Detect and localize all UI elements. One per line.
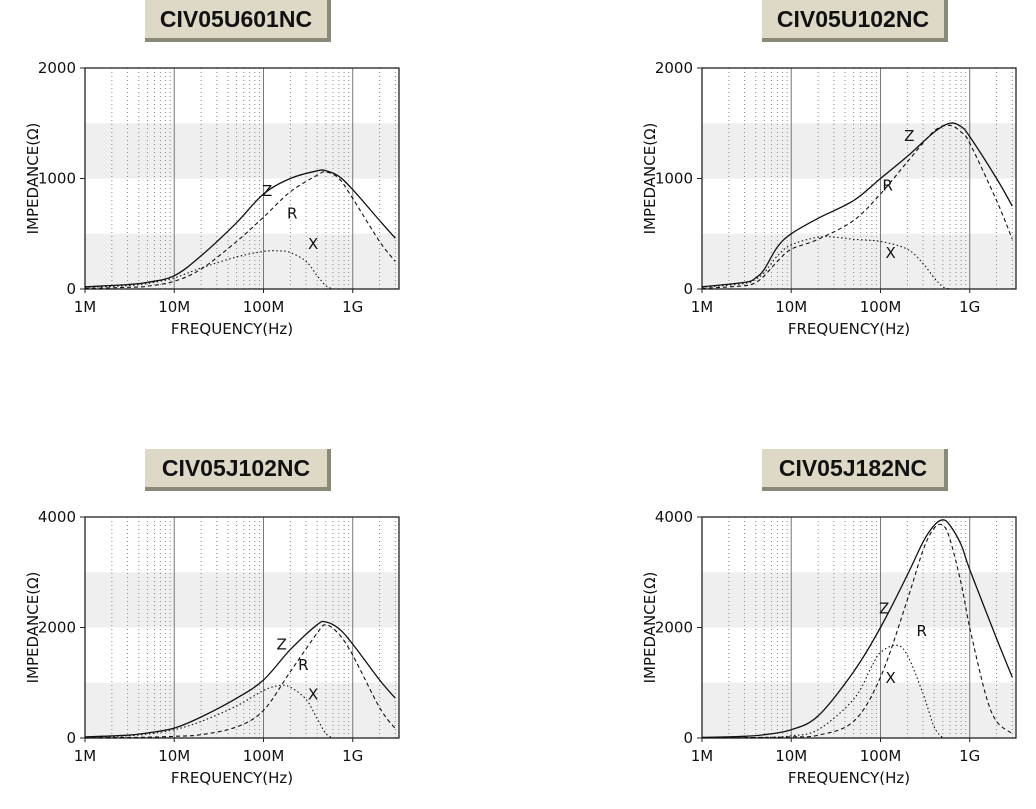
curve-label-r: R: [917, 622, 927, 640]
y-tick-label: 0: [66, 280, 76, 298]
chart-svg: 0 2000 4000 1M 10M 100M 1G FREQUENCY(Hz) IMPEDAN…: [641, 508, 1017, 787]
x-tick-label: 1M: [691, 747, 714, 765]
background-bands: [702, 572, 1016, 738]
x-tick-label: 100M: [243, 298, 285, 316]
series-r-line: [84, 171, 396, 289]
y-tick-label: 2000: [655, 59, 693, 77]
y-tick-label: 4000: [655, 508, 693, 526]
gridlines: [111, 68, 396, 289]
y-tick-label: 1000: [655, 170, 693, 188]
chart-title: CIV05U601NC: [145, 0, 331, 42]
series-z-line: [84, 620, 396, 738]
shaded-band: [85, 682, 399, 738]
background-bands: [702, 123, 1016, 289]
shaded-band: [702, 123, 1016, 179]
x-tick-label: 1G: [342, 747, 363, 765]
x-axis-label: FREQUENCY(Hz): [788, 769, 910, 787]
y-axis-label: IMPEDANCE(Ω): [641, 123, 659, 235]
series-x-line: [701, 235, 951, 290]
chart-title: CIV05J182NC: [762, 449, 948, 491]
x-tick-label: 100M: [860, 747, 902, 765]
x-tick-label: 10M: [775, 298, 807, 316]
x-tick-label: 100M: [860, 298, 902, 316]
curve-label-r: R: [287, 204, 297, 222]
gridlines: [728, 517, 1013, 738]
curve-label-z: Z: [879, 600, 889, 618]
background-bands: [85, 572, 399, 738]
shaded-band: [702, 572, 1016, 628]
shaded-band: [85, 572, 399, 628]
y-tick-label: 0: [683, 280, 693, 298]
curve-label-z: Z: [904, 127, 914, 145]
x-tick-label: 1G: [959, 747, 980, 765]
y-tick-label: 4000: [38, 508, 76, 526]
series-z-line: [701, 519, 1013, 739]
x-tick-label: 1M: [691, 298, 714, 316]
shaded-band: [702, 233, 1016, 289]
y-tick-label: 0: [683, 729, 693, 747]
x-tick-label: 10M: [158, 298, 190, 316]
chart-panel-4: CIV05J182NC 0 2000 4000 1M 10M 100M 1G FREQUENC…: [617, 449, 1036, 809]
chart-panel-1: CIV05U601NC 0 1000 2000 1M 10M 100M 1G FREQUENC…: [0, 0, 500, 360]
chart-title: CIV05J102NC: [145, 449, 331, 491]
series-z-line: [701, 122, 1013, 288]
y-tick-label: 2000: [38, 619, 76, 637]
x-tick-label: 1M: [74, 747, 97, 765]
chart-svg: 0 1000 2000 1M 10M 100M 1G FREQUENCY(Hz) IMPEDAN…: [641, 59, 1017, 338]
chart-svg: 0 2000 4000 1M 10M 100M 1G FREQUENCY(Hz) IMPEDAN…: [24, 508, 400, 787]
series-z-line: [84, 169, 396, 288]
y-tick-label: 1000: [38, 170, 76, 188]
shaded-band: [85, 233, 399, 289]
x-axis-label: FREQUENCY(Hz): [788, 320, 910, 338]
curve-label-r: R: [882, 177, 892, 195]
x-tick-label: 10M: [775, 747, 807, 765]
y-axis-label: IMPEDANCE(Ω): [24, 572, 42, 684]
background-bands: [85, 123, 399, 289]
x-tick-label: 1M: [74, 298, 97, 316]
series-x-line: [701, 644, 944, 739]
curve-label-r: R: [298, 656, 308, 674]
x-tick-label: 1G: [342, 298, 363, 316]
x-axis-label: FREQUENCY(Hz): [171, 320, 293, 338]
curve-label-x: X: [308, 685, 318, 703]
y-tick-label: 2000: [655, 619, 693, 637]
series-r-line: [84, 624, 396, 739]
curve-label-x: X: [886, 244, 896, 262]
chart-svg: 0 1000 2000 1M 10M 100M 1G FREQUENCY(Hz) IMPEDAN…: [24, 59, 400, 338]
x-axis-label: FREQUENCY(Hz): [171, 769, 293, 787]
gridlines: [111, 517, 396, 738]
curve-label-z: Z: [277, 636, 287, 654]
series-r-line: [701, 124, 1013, 289]
curve-label-z: Z: [262, 182, 272, 200]
y-axis-label: IMPEDANCE(Ω): [24, 123, 42, 235]
shaded-band: [702, 682, 1016, 738]
y-tick-label: 0: [66, 729, 76, 747]
chart-title: CIV05U102NC: [762, 0, 948, 42]
chart-panel-2: CIV05U102NC 0 1000 2000 1M 10M 100M 1G FREQUENC…: [617, 0, 1036, 360]
x-tick-label: 100M: [243, 747, 285, 765]
curve-label-x: X: [886, 669, 896, 687]
y-axis-label: IMPEDANCE(Ω): [641, 572, 659, 684]
x-tick-label: 10M: [158, 747, 190, 765]
y-tick-label: 2000: [38, 59, 76, 77]
x-tick-label: 1G: [959, 298, 980, 316]
curve-label-x: X: [308, 235, 318, 253]
chart-panel-3: CIV05J102NC 0 2000 4000 1M 10M 100M 1G FREQUENC…: [0, 449, 500, 809]
shaded-band: [85, 123, 399, 179]
